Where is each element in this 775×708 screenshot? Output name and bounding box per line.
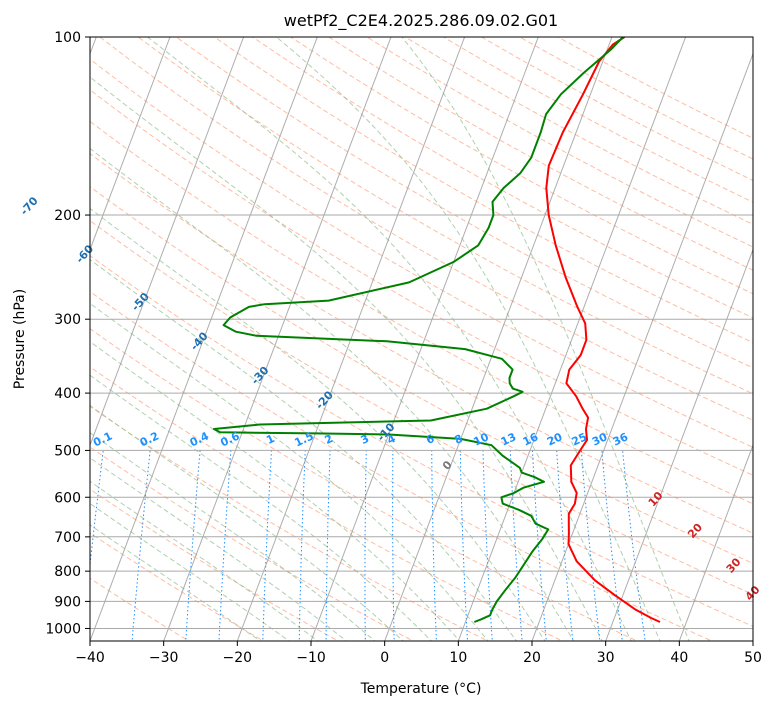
y-tick-label: 700 [54,530,81,546]
dry-adiabat-line [99,37,753,421]
dry-adiabat-line [90,152,753,534]
dry-adiabat-line [290,37,753,295]
mixing-ratio-label: 10 [472,430,492,448]
mixing-ratio-line [185,450,201,641]
dry-adiabat-line [137,37,753,395]
mixing-ratio-line [482,450,493,641]
mixing-ratio-line [392,450,395,641]
mixing-ratio-line [298,450,306,641]
plot-frame [89,36,754,642]
isotherm-line [90,37,245,447]
isotherm-line [752,639,753,641]
moist-adiabat-line [276,37,661,641]
isotherm-line [678,443,753,641]
series-layer [213,37,661,623]
mixing-ratio-label: 20 [545,430,565,448]
x-tick-label: 50 [744,650,762,666]
x-tick-label: 20 [523,650,541,666]
mixing-ratio-label: 13 [499,430,518,448]
isotherm-line [310,37,539,641]
isotherm-line [605,248,753,641]
isotherm-line [457,37,687,641]
mixing-ratio-line [325,450,331,641]
isotherm-line [531,52,753,641]
mixing-ratio-line [459,450,469,641]
dry-adiabat-line [90,89,753,476]
x-tick-label: 40 [670,650,688,666]
y-axis: 100 200 300 400 500 600 700 800 900 1000 [45,30,90,637]
mixing-ratio-line [218,450,232,641]
moist-adiabat-line [90,76,603,641]
mixing-ratio-label: 25 [570,430,589,448]
y-tick-label: 600 [54,490,81,506]
dry-adiabat-line [90,120,753,505]
y-tick-label: 900 [54,594,81,610]
x-tick-label: 30 [597,650,615,666]
dry-adiabat-line [90,58,753,448]
x-tick-label: −40 [75,650,105,666]
mixing-ratio-label: 16 [521,430,541,448]
x-axis: −40 −30 −20 −10 0 10 20 30 40 50 [75,641,762,666]
y-tick-label: 100 [54,30,81,46]
chart-title: wetPf2_C2E4.2025.286.09.02.G01 [284,11,558,31]
isotherm-line [90,37,318,641]
isotherm-line [163,37,392,641]
x-tick-label: 10 [449,650,467,666]
y-tick-label: 200 [54,208,81,224]
x-tick-label: 0 [380,650,389,666]
moist-adiabat-line [90,404,404,641]
isotherm-line [384,37,613,641]
dewpoint-profile-line [213,37,624,623]
mixing-ratio-line [364,450,367,641]
mixing-ratio-line [431,450,437,641]
y-axis-label: Pressure (hPa) [12,289,28,389]
dry-adiabat-line [90,186,753,564]
y-tick-label: 1000 [45,621,81,637]
moist-adiabat-line [147,37,632,641]
y-tick-label: 400 [54,386,81,402]
x-tick-label: −10 [296,650,326,666]
mixing-ratio-label: 36 [611,430,631,448]
dry-adiabat-line [90,220,753,595]
x-tick-label: −20 [223,650,253,666]
isotherm-label: -70 [18,194,41,218]
y-tick-label: 500 [54,443,81,459]
mixing-ratio-label: 30 [590,430,610,448]
plot-background [90,37,753,641]
temperature-profile-line [545,37,661,623]
dry-adiabat-line [90,366,564,641]
y-tick-label: 300 [54,312,81,328]
y-tick-label: 800 [54,564,81,580]
moist-adiabat-line [90,302,489,641]
x-axis-label: Temperature (°C) [360,681,482,697]
isotherm-line [90,37,171,252]
x-tick-label: −30 [149,650,179,666]
mixing-ratio-line [262,450,272,641]
